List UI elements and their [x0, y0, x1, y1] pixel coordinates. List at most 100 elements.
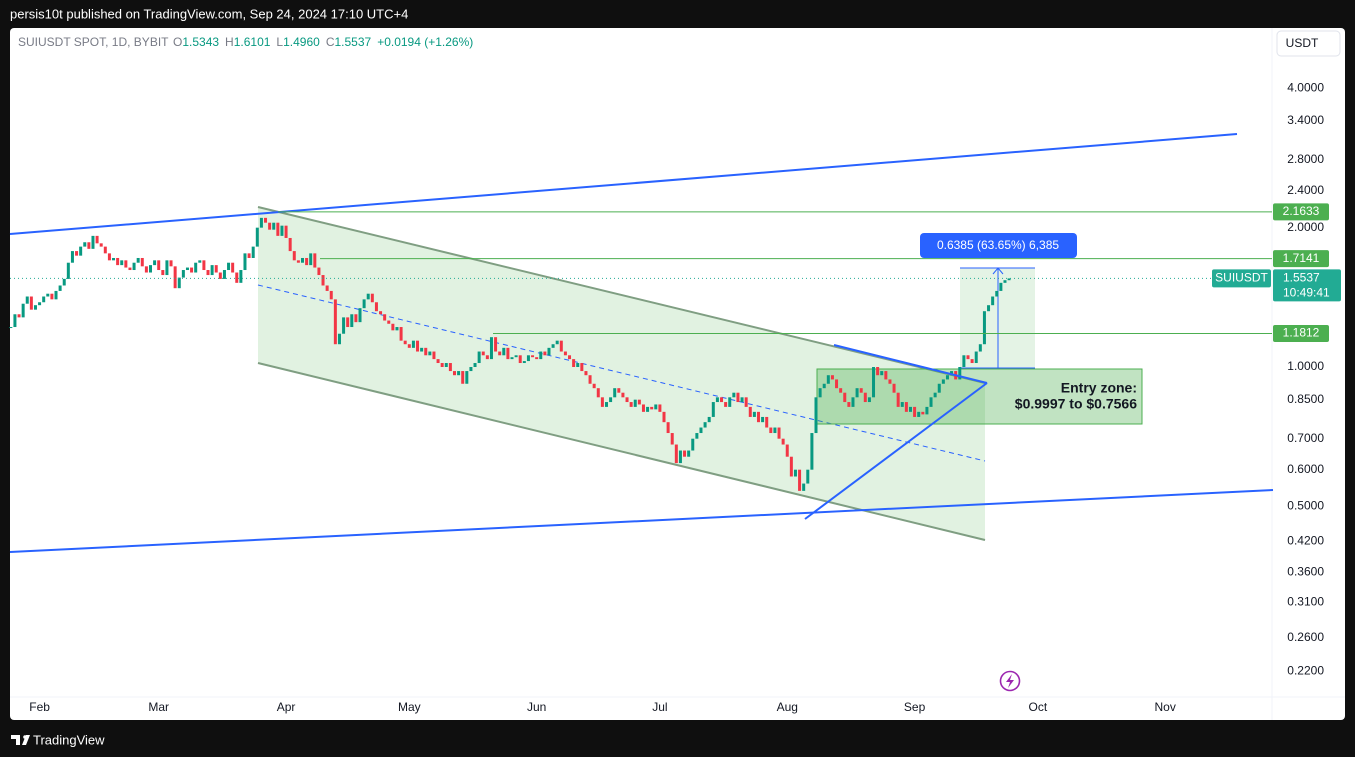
candle [185, 267, 189, 271]
candle [342, 317, 346, 334]
x-tick-label: May [398, 700, 421, 714]
y-tick-label: 0.6000 [1287, 462, 1324, 476]
candle [136, 257, 140, 263]
x-tick-label: Mar [148, 700, 169, 714]
candle [982, 311, 986, 345]
candle [457, 371, 461, 376]
candle [354, 314, 358, 323]
candle [321, 275, 325, 286]
legend-value: +0.0194 (+1.26%) [377, 35, 473, 49]
y-tick-label: 2.0000 [1287, 220, 1324, 234]
candle [929, 397, 933, 407]
candle [210, 265, 214, 276]
candle [818, 388, 822, 398]
candle [621, 392, 625, 398]
candle [317, 267, 321, 276]
candle [876, 366, 880, 376]
candle [781, 438, 785, 445]
x-tick-label: Jul [652, 700, 667, 714]
candle [666, 422, 670, 434]
candle [855, 388, 859, 398]
candle [683, 450, 687, 457]
channel-top [257, 206, 986, 384]
y-tick-label: 0.2600 [1287, 630, 1324, 644]
candle [756, 411, 760, 423]
candle [465, 371, 469, 384]
candle [580, 363, 584, 372]
candle [822, 383, 826, 389]
candle [839, 388, 843, 393]
candle [391, 323, 395, 331]
candle [206, 270, 210, 276]
candle [17, 314, 21, 318]
candle [744, 397, 748, 407]
candle [383, 314, 387, 321]
publisher: persis10t published on TradingView.com, … [10, 6, 408, 21]
candle [222, 270, 226, 279]
candle [806, 469, 810, 484]
legend-key: L [276, 35, 283, 49]
candle [765, 416, 769, 428]
measure-label: 0.6385 (63.65%) 6,385 [937, 238, 1059, 252]
candle [720, 397, 724, 403]
candle [144, 266, 148, 273]
candle [703, 422, 707, 428]
candle [600, 397, 604, 407]
candle [177, 277, 181, 289]
candle [555, 340, 559, 345]
candle [962, 355, 966, 367]
candle [695, 433, 699, 439]
level-label-bg [1273, 203, 1329, 221]
candle [358, 308, 362, 323]
candle [116, 257, 120, 266]
candle [255, 227, 259, 247]
candle [436, 359, 440, 364]
candle [148, 265, 152, 273]
currency[interactable]: USDT [1286, 36, 1319, 50]
candle [132, 262, 136, 271]
candle [190, 267, 194, 273]
candle [296, 260, 300, 263]
candle [691, 438, 695, 451]
candle [473, 363, 477, 367]
y-tick-label: 0.8500 [1287, 392, 1324, 406]
candle [551, 344, 555, 348]
candle [420, 347, 424, 352]
candle [247, 253, 251, 258]
candle [407, 344, 411, 348]
legend-value: 1.4960 [283, 35, 320, 49]
currency-button[interactable] [1276, 30, 1341, 57]
candle [662, 411, 666, 423]
candle [950, 371, 954, 376]
candle [251, 246, 255, 258]
candle [9, 327, 13, 329]
candle [872, 366, 876, 398]
candle [485, 355, 489, 360]
candle [70, 251, 74, 263]
candle [830, 375, 834, 380]
candle [740, 397, 744, 403]
candle [958, 366, 962, 380]
trend-top [9, 133, 1238, 235]
candle [173, 266, 177, 289]
channel-mid [257, 284, 986, 462]
candle [921, 411, 925, 415]
candle [884, 371, 888, 380]
candle [711, 402, 715, 417]
candle [798, 469, 802, 491]
candle [732, 392, 736, 398]
candle [888, 379, 892, 384]
candle [543, 351, 547, 356]
x-tick-label: Sep [904, 700, 926, 714]
candle [62, 278, 66, 286]
candle [325, 285, 329, 291]
candle [128, 267, 132, 271]
candle [202, 260, 206, 271]
candle [810, 433, 814, 470]
candle [629, 402, 633, 407]
candle [572, 359, 576, 367]
level-label: 1.7141 [1283, 251, 1320, 265]
candle [522, 361, 526, 364]
y-tick-label: 0.5000 [1287, 499, 1324, 513]
